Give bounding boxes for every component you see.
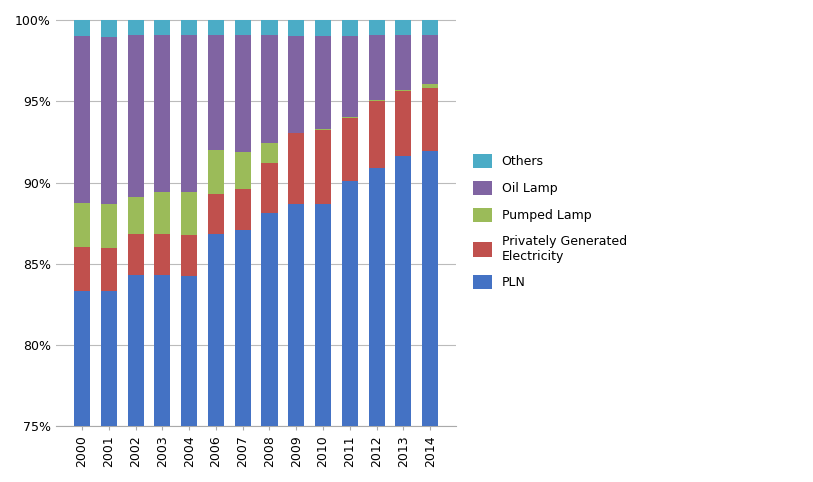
Bar	[74, 291, 90, 426]
Bar	[395, 91, 411, 156]
Bar	[74, 203, 90, 247]
Bar	[262, 20, 277, 35]
Bar	[181, 192, 198, 235]
Bar	[74, 20, 90, 36]
Bar	[128, 20, 144, 35]
Bar	[315, 129, 331, 130]
Bar	[341, 181, 358, 426]
Bar	[181, 35, 198, 192]
Bar	[262, 213, 277, 426]
Bar	[289, 20, 304, 36]
Bar	[368, 101, 385, 168]
Bar	[154, 20, 171, 35]
Bar	[395, 20, 411, 35]
Bar	[422, 20, 438, 35]
Bar	[422, 151, 438, 426]
Bar	[315, 204, 331, 426]
Bar	[422, 35, 438, 84]
Bar	[208, 194, 224, 234]
Bar	[235, 230, 250, 426]
Bar	[101, 292, 117, 426]
Bar	[341, 118, 358, 181]
Bar	[181, 276, 198, 426]
Bar	[208, 35, 224, 150]
Bar	[368, 35, 385, 100]
Bar	[341, 20, 358, 36]
Bar	[262, 35, 277, 143]
Bar	[395, 90, 411, 91]
Bar	[341, 36, 358, 117]
Bar	[262, 163, 277, 213]
Bar	[368, 20, 385, 35]
Bar	[181, 20, 198, 35]
Bar	[101, 37, 117, 204]
Bar	[181, 235, 198, 276]
Bar	[128, 275, 144, 426]
Bar	[262, 143, 277, 163]
Bar	[154, 35, 171, 192]
Bar	[128, 197, 144, 234]
Bar	[235, 20, 250, 35]
Bar	[101, 204, 117, 248]
Bar	[289, 204, 304, 426]
Bar	[341, 117, 358, 118]
Bar	[154, 192, 171, 234]
Bar	[208, 150, 224, 194]
Bar	[315, 130, 331, 204]
Bar	[315, 20, 331, 36]
Bar	[208, 20, 224, 35]
Bar	[395, 35, 411, 90]
Bar	[235, 189, 250, 230]
Bar	[208, 234, 224, 426]
Bar	[154, 275, 171, 426]
Bar	[422, 84, 438, 88]
Bar	[101, 20, 117, 37]
Legend: Others, Oil Lamp, Pumped Lamp, Privately Generated
Electricity, PLN: Others, Oil Lamp, Pumped Lamp, Privately…	[467, 147, 633, 295]
Bar	[101, 248, 117, 292]
Bar	[74, 36, 90, 203]
Bar	[289, 133, 304, 134]
Bar	[289, 36, 304, 133]
Bar	[422, 88, 438, 151]
Bar	[74, 247, 90, 291]
Bar	[128, 35, 144, 197]
Bar	[315, 36, 331, 129]
Bar	[395, 156, 411, 426]
Bar	[154, 234, 171, 275]
Bar	[289, 134, 304, 204]
Bar	[235, 152, 250, 189]
Bar	[368, 100, 385, 101]
Bar	[128, 234, 144, 275]
Bar	[235, 35, 250, 152]
Bar	[368, 168, 385, 426]
